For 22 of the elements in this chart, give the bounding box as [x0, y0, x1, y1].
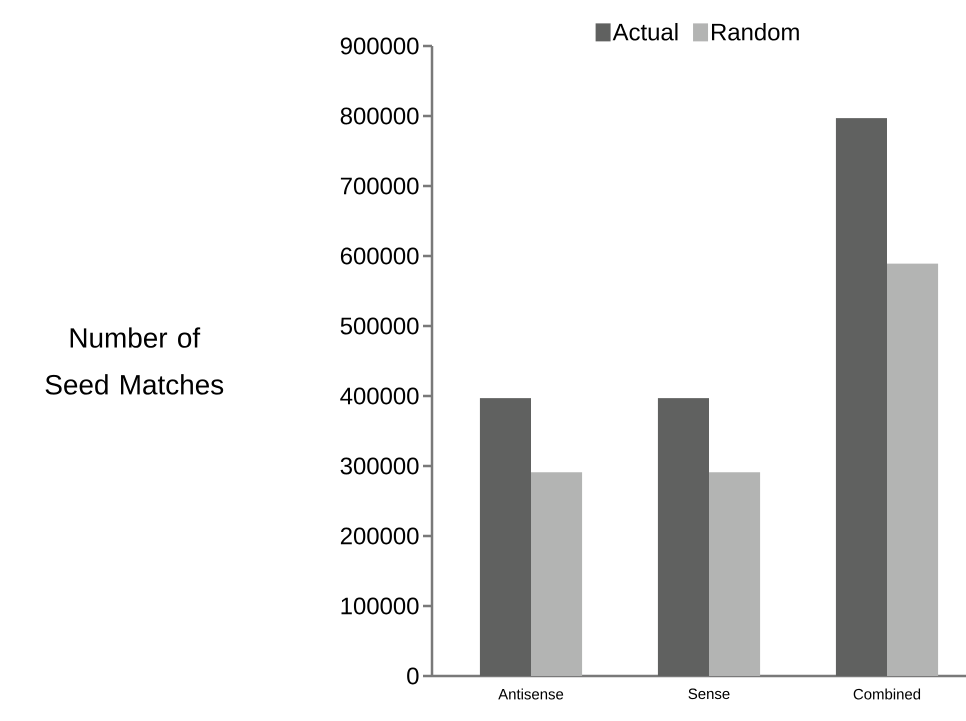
y-tick-label: 700000: [340, 178, 419, 194]
y-tick-label: 100000: [342, 598, 419, 614]
y-tick-label: 900000: [340, 38, 419, 54]
bar: [658, 398, 710, 676]
x-tick-label: Antisense: [498, 688, 564, 700]
y-axis-title: Number of Seed Matches: [46, 327, 224, 395]
x-tick-label: Sense: [688, 688, 730, 700]
y-tick-label: 200000: [340, 528, 419, 544]
bar: [480, 398, 532, 676]
y-tick-label: 600000: [340, 248, 419, 264]
legend-label: Actual: [612, 22, 678, 41]
bar: [836, 118, 888, 676]
y-tick-label: 300000: [340, 458, 419, 474]
y-tick-label: 800000: [340, 108, 419, 124]
y-tick-label: 400000: [340, 388, 419, 404]
bar: [887, 264, 938, 676]
x-tick-label: Combined: [854, 688, 920, 700]
y-tick-label: 500000: [340, 318, 419, 334]
legend-label: Random: [712, 22, 799, 41]
y-tick-label: 0: [407, 668, 419, 684]
bar: [531, 472, 582, 676]
bar: [709, 472, 760, 676]
